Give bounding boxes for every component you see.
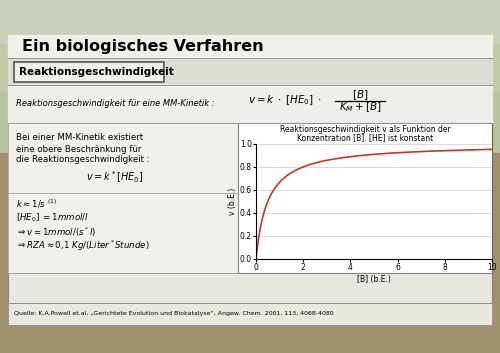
Bar [0, 93, 500, 153]
FancyBboxPatch shape [14, 62, 164, 82]
Text: $\Rightarrow RZA \approx 0{,}1\ Kg/(Liter^*Stunde)$: $\Rightarrow RZA \approx 0{,}1\ Kg/(Lite… [16, 239, 150, 253]
Text: Ein biologisches Verfahren: Ein biologisches Verfahren [22, 40, 264, 54]
Bar [8, 35, 492, 325]
Text: $\Rightarrow v = 1mmol/(s^*l)$: $\Rightarrow v = 1mmol/(s^*l)$ [16, 225, 96, 239]
Bar [0, 153, 500, 353]
Text: $[B]$: $[B]$ [352, 88, 368, 102]
Bar [8, 303, 492, 325]
Text: Reaktionsgeschwindigkeit: Reaktionsgeschwindigkeit [19, 67, 174, 77]
Text: $K_M + [B]$: $K_M + [B]$ [338, 100, 382, 114]
Bar [0, 0, 500, 93]
Text: Konzentration [B]. [HE] ist konstant: Konzentration [B]. [HE] ist konstant [297, 133, 433, 143]
X-axis label: [B] (b.E.): [B] (b.E.) [357, 275, 391, 284]
Text: Reaktionsgeschwindigkeit v als Funktion der: Reaktionsgeschwindigkeit v als Funktion … [280, 125, 450, 133]
Bar [8, 85, 492, 123]
Bar [0, 0, 500, 43]
Bar [8, 123, 238, 273]
Y-axis label: v (b.E.): v (b.E.) [228, 188, 237, 215]
Text: $k \approx 1/s\ ^{(1)}$: $k \approx 1/s\ ^{(1)}$ [16, 198, 58, 210]
Text: Bei einer MM-Kinetik existiert: Bei einer MM-Kinetik existiert [16, 133, 143, 143]
Text: Reaktionsgeschwindigkeit für eine MM-Kinetik :: Reaktionsgeschwindigkeit für eine MM-Kin… [16, 100, 214, 108]
Text: eine obere Beschränkung für: eine obere Beschränkung für [16, 144, 142, 154]
Bar [238, 123, 492, 273]
Text: $[HE_0]\ = 1mmol/l$: $[HE_0]\ = 1mmol/l$ [16, 212, 89, 224]
Text: Quelle: K.A.Powell et.al, „Gerichtete Evolution und Biokatalyse“, Angew. Chem. 2: Quelle: K.A.Powell et.al, „Gerichtete Ev… [14, 311, 334, 317]
Text: $v = k^*[HE_0]$: $v = k^*[HE_0]$ [86, 169, 144, 185]
Bar [8, 58, 492, 85]
Bar [8, 35, 492, 58]
Text: die Reaktionsgeschwindigkeit :: die Reaktionsgeschwindigkeit : [16, 156, 150, 164]
Text: $v = k \;\cdot\; [HE_0] \;\cdot\;$: $v = k \;\cdot\; [HE_0] \;\cdot\;$ [248, 93, 322, 107]
